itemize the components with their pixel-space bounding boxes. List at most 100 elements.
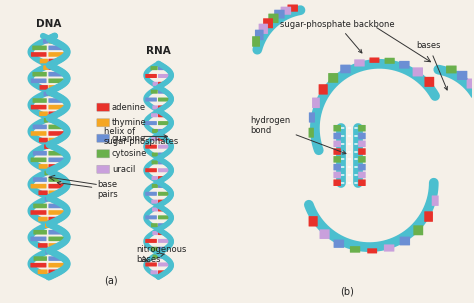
FancyBboxPatch shape xyxy=(44,92,48,96)
FancyBboxPatch shape xyxy=(48,78,64,83)
FancyBboxPatch shape xyxy=(145,239,157,243)
FancyBboxPatch shape xyxy=(252,36,260,47)
FancyBboxPatch shape xyxy=(145,145,157,149)
FancyBboxPatch shape xyxy=(38,269,47,274)
FancyBboxPatch shape xyxy=(151,200,158,204)
FancyBboxPatch shape xyxy=(152,105,158,109)
FancyBboxPatch shape xyxy=(333,133,341,139)
FancyBboxPatch shape xyxy=(340,65,351,73)
Text: helix of
sugar-phosphates: helix of sugar-phosphates xyxy=(104,127,179,146)
FancyBboxPatch shape xyxy=(158,192,170,196)
FancyBboxPatch shape xyxy=(31,52,46,57)
FancyBboxPatch shape xyxy=(432,195,438,206)
FancyBboxPatch shape xyxy=(158,262,170,266)
FancyBboxPatch shape xyxy=(153,255,158,259)
FancyBboxPatch shape xyxy=(48,177,62,182)
FancyBboxPatch shape xyxy=(358,125,366,132)
Text: (b): (b) xyxy=(340,287,354,297)
FancyBboxPatch shape xyxy=(32,72,47,77)
FancyBboxPatch shape xyxy=(97,103,109,111)
FancyBboxPatch shape xyxy=(384,245,394,251)
FancyBboxPatch shape xyxy=(43,39,48,44)
FancyBboxPatch shape xyxy=(48,197,53,201)
FancyBboxPatch shape xyxy=(38,243,48,248)
FancyBboxPatch shape xyxy=(31,105,46,109)
FancyBboxPatch shape xyxy=(158,90,165,94)
FancyBboxPatch shape xyxy=(33,98,47,103)
FancyBboxPatch shape xyxy=(446,65,456,73)
Text: sugar-phosphate backbone: sugar-phosphate backbone xyxy=(280,20,395,53)
FancyBboxPatch shape xyxy=(358,179,366,186)
FancyBboxPatch shape xyxy=(263,18,273,28)
FancyBboxPatch shape xyxy=(309,128,314,138)
FancyBboxPatch shape xyxy=(158,160,164,165)
FancyBboxPatch shape xyxy=(150,66,158,70)
FancyBboxPatch shape xyxy=(412,67,423,76)
FancyBboxPatch shape xyxy=(333,148,341,155)
FancyBboxPatch shape xyxy=(145,168,157,172)
FancyBboxPatch shape xyxy=(145,121,157,125)
FancyBboxPatch shape xyxy=(48,217,58,221)
FancyBboxPatch shape xyxy=(158,208,164,211)
FancyBboxPatch shape xyxy=(384,58,395,64)
FancyBboxPatch shape xyxy=(48,151,63,155)
FancyBboxPatch shape xyxy=(158,145,170,149)
Text: thymine: thymine xyxy=(112,118,146,127)
FancyBboxPatch shape xyxy=(39,112,48,116)
FancyBboxPatch shape xyxy=(48,118,53,123)
FancyBboxPatch shape xyxy=(358,148,366,155)
FancyBboxPatch shape xyxy=(309,112,315,123)
FancyBboxPatch shape xyxy=(48,158,64,162)
FancyBboxPatch shape xyxy=(145,215,157,219)
FancyBboxPatch shape xyxy=(48,243,58,248)
FancyBboxPatch shape xyxy=(158,176,164,180)
FancyBboxPatch shape xyxy=(400,237,410,245)
FancyBboxPatch shape xyxy=(281,7,291,15)
FancyBboxPatch shape xyxy=(158,82,164,86)
FancyBboxPatch shape xyxy=(48,223,52,228)
FancyBboxPatch shape xyxy=(48,269,58,274)
FancyBboxPatch shape xyxy=(152,176,158,180)
FancyBboxPatch shape xyxy=(33,151,47,155)
FancyBboxPatch shape xyxy=(48,131,64,136)
FancyBboxPatch shape xyxy=(145,98,157,102)
FancyBboxPatch shape xyxy=(48,98,63,103)
Text: cytosine: cytosine xyxy=(112,149,147,158)
FancyBboxPatch shape xyxy=(38,191,48,195)
FancyBboxPatch shape xyxy=(48,39,54,44)
FancyBboxPatch shape xyxy=(48,210,64,215)
FancyBboxPatch shape xyxy=(287,5,298,12)
FancyBboxPatch shape xyxy=(151,90,158,94)
FancyBboxPatch shape xyxy=(48,263,64,268)
FancyBboxPatch shape xyxy=(48,164,57,169)
FancyBboxPatch shape xyxy=(31,131,46,136)
FancyBboxPatch shape xyxy=(158,184,164,188)
FancyBboxPatch shape xyxy=(48,138,57,142)
FancyBboxPatch shape xyxy=(358,141,366,147)
FancyBboxPatch shape xyxy=(48,256,62,261)
Text: (a): (a) xyxy=(104,275,118,285)
FancyBboxPatch shape xyxy=(48,52,64,57)
FancyBboxPatch shape xyxy=(145,192,157,196)
FancyBboxPatch shape xyxy=(158,223,165,227)
FancyBboxPatch shape xyxy=(158,168,170,172)
FancyBboxPatch shape xyxy=(457,71,467,80)
FancyBboxPatch shape xyxy=(48,112,57,116)
FancyBboxPatch shape xyxy=(30,263,46,268)
FancyBboxPatch shape xyxy=(158,270,165,274)
FancyBboxPatch shape xyxy=(333,125,341,132)
FancyBboxPatch shape xyxy=(158,66,165,70)
FancyBboxPatch shape xyxy=(30,237,46,241)
FancyBboxPatch shape xyxy=(151,137,158,141)
FancyBboxPatch shape xyxy=(334,240,344,248)
FancyBboxPatch shape xyxy=(153,82,158,86)
FancyBboxPatch shape xyxy=(255,30,264,40)
FancyBboxPatch shape xyxy=(40,59,48,63)
Text: nitrogenous
bases: nitrogenous bases xyxy=(137,245,187,264)
FancyBboxPatch shape xyxy=(158,74,170,78)
FancyBboxPatch shape xyxy=(158,137,164,141)
FancyBboxPatch shape xyxy=(358,133,366,139)
FancyBboxPatch shape xyxy=(34,256,47,261)
FancyBboxPatch shape xyxy=(48,92,54,96)
FancyBboxPatch shape xyxy=(413,225,423,235)
